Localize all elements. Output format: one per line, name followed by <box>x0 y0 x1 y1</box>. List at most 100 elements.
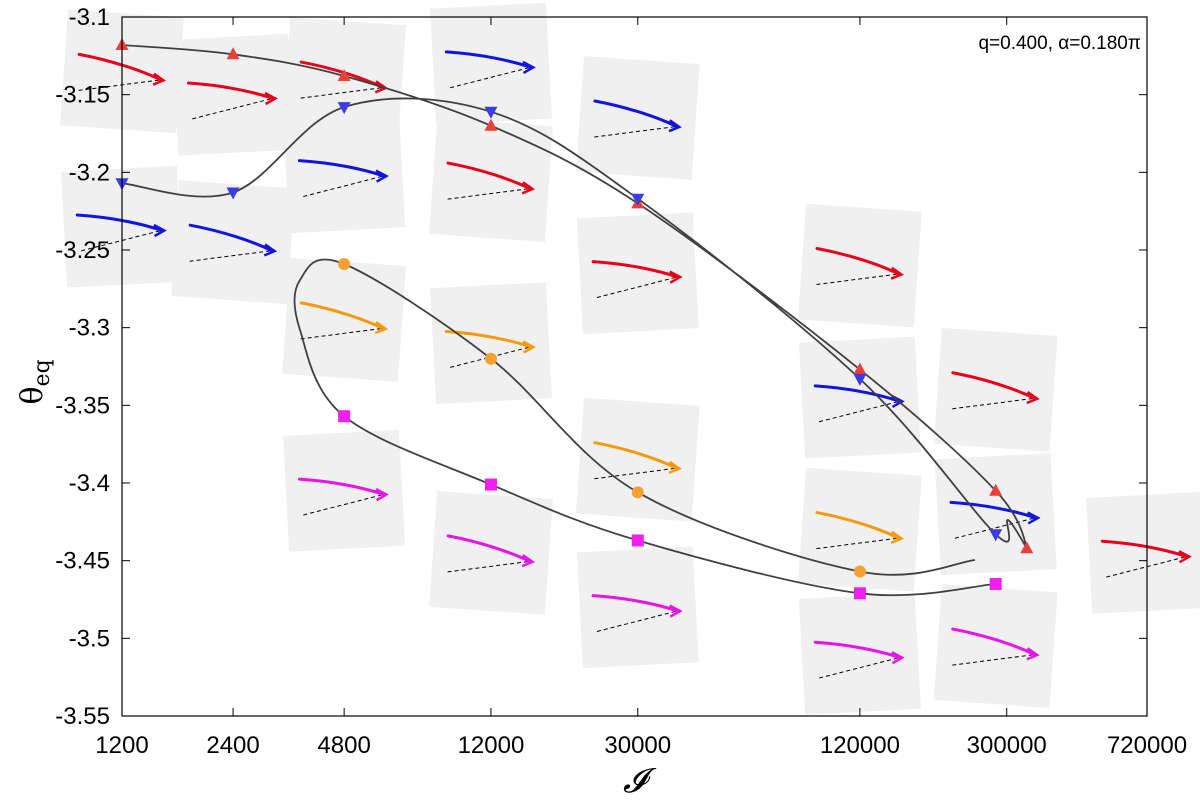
inset-background <box>798 592 921 715</box>
inset-trajectory <box>815 246 901 276</box>
inset-panel <box>798 592 921 715</box>
inset-trajectory <box>591 260 680 279</box>
inset-trajectory <box>813 384 902 403</box>
inset-trajectory <box>186 81 275 101</box>
series-line-red-blue-branch <box>121 44 1028 550</box>
series-red-point <box>226 47 240 60</box>
inset-background <box>575 56 700 180</box>
inset-trajectory <box>444 50 533 69</box>
x-tick-label: 120000 <box>820 732 900 759</box>
inset-panel <box>430 282 552 405</box>
inset-background <box>797 203 922 328</box>
series-blue-point <box>484 106 498 119</box>
series-magenta-point <box>338 410 351 423</box>
inset-panel <box>282 257 407 382</box>
inset-panel <box>429 490 553 615</box>
inset-trajectory <box>815 511 901 540</box>
inset-trajectory <box>951 627 1037 657</box>
inset-background <box>933 584 1058 709</box>
inset-arrowhead <box>374 321 389 335</box>
plot-frame <box>121 16 1148 717</box>
inset-arrowhead <box>521 181 536 195</box>
series-magenta-point <box>484 478 497 491</box>
inset-arrowhead <box>263 243 278 257</box>
series-magenta-point <box>631 534 644 547</box>
series-red-point <box>337 69 351 82</box>
inset-background <box>282 257 407 382</box>
inset-panel <box>575 397 700 522</box>
series-red-point <box>484 118 498 131</box>
inset-background <box>430 282 552 405</box>
series-orange-point <box>338 257 351 270</box>
inset-arrowhead <box>522 340 536 354</box>
inset-panel <box>283 111 406 234</box>
axis-ticks: 1200 2400 4800 12000 30000 120000 300000 720000… <box>55 4 1187 759</box>
inset-trajectory <box>446 161 532 191</box>
series-line-orange-magenta-branch <box>293 258 996 597</box>
inset-trajectory <box>297 159 386 178</box>
series-blue-point <box>337 102 351 115</box>
inset-panel <box>171 180 296 305</box>
inset-arrowhead <box>669 604 683 618</box>
x-axis-label: 𝓘 <box>623 761 657 800</box>
series-orange-point <box>631 486 644 499</box>
y-tick-label: -3.15 <box>55 82 110 109</box>
inset-trajectory <box>593 99 679 129</box>
x-tick-label: 300000 <box>967 732 1047 759</box>
inset-arrowhead <box>375 488 389 502</box>
y-tick-label: -3.4 <box>69 470 110 497</box>
series-orange-point <box>484 352 497 365</box>
inset-panel <box>576 212 699 335</box>
inset-trajectory <box>949 500 1038 520</box>
series-red-point <box>989 483 1003 496</box>
x-tick-label: 30000 <box>604 732 671 759</box>
parameter-annotation: q=0.400, α=0.180π <box>978 33 1141 54</box>
inset-arrowhead <box>1027 511 1041 525</box>
inset-arrowhead <box>375 169 389 183</box>
inset-trajectory <box>591 594 680 613</box>
inset-panel <box>576 546 699 669</box>
x-tick-label: 2400 <box>206 732 259 759</box>
inset-background <box>575 397 700 522</box>
inset-trajectory <box>1100 539 1189 559</box>
inset-trajectory <box>188 223 275 253</box>
inset-arrowhead <box>152 72 167 86</box>
inset-trajectory <box>446 534 532 564</box>
inset-arrowhead <box>669 270 683 284</box>
inset-panel <box>933 327 1058 452</box>
svg-text:θeq: θeq <box>15 359 55 404</box>
inset-arrowhead <box>668 460 682 475</box>
inset-arrowhead <box>1026 391 1040 405</box>
y-tick-label: -3.3 <box>69 315 110 342</box>
y-tick-label: -3.45 <box>55 548 110 575</box>
inset-arrowhead <box>891 651 905 665</box>
series-blue-point <box>989 529 1003 542</box>
x-tick-label: 1200 <box>95 732 148 759</box>
inset-panel <box>429 118 553 243</box>
inset-arrowhead <box>890 530 904 544</box>
inset-trajectory <box>951 371 1037 401</box>
inset-panel <box>797 467 922 592</box>
inset-trajectory <box>77 52 163 82</box>
y-axis-label: θeq <box>15 359 55 404</box>
series-blue-point <box>853 373 867 386</box>
inset-panel <box>172 33 295 156</box>
y-tick-label: -3.55 <box>55 703 110 730</box>
y-tick-label: -3.35 <box>55 392 110 419</box>
inset-arrowhead <box>153 223 167 238</box>
data-markers <box>115 37 1034 600</box>
inset-arrowhead <box>668 119 682 133</box>
y-tick-label: -3.1 <box>69 4 110 31</box>
inset-arrowhead <box>522 60 536 74</box>
y-axis-label-main: θ <box>15 386 50 404</box>
inset-panel <box>575 56 700 180</box>
inset-trajectory <box>75 213 164 233</box>
y-tick-label: -3.25 <box>55 237 110 264</box>
inset-arrowhead <box>1178 550 1192 564</box>
inset-background <box>576 212 699 335</box>
inset-panel <box>430 2 552 125</box>
series-magenta-point <box>853 587 866 600</box>
inset-background <box>430 2 552 125</box>
